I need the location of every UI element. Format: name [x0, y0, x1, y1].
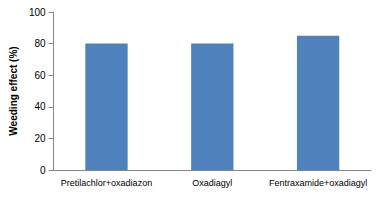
svg-text:Fentraxamide+oxadiagyl: Fentraxamide+oxadiagyl	[269, 178, 367, 188]
svg-text:Pretilachlor+oxadiazon: Pretilachlor+oxadiazon	[61, 178, 152, 188]
svg-text:20: 20	[34, 133, 46, 144]
svg-text:100: 100	[29, 7, 46, 18]
svg-text:80: 80	[34, 38, 46, 49]
svg-text:Weeding effect (%): Weeding effect (%)	[8, 46, 19, 135]
svg-text:40: 40	[34, 101, 46, 112]
svg-text:0: 0	[40, 165, 46, 176]
svg-text:60: 60	[34, 70, 46, 81]
svg-text:Oxadiagyl: Oxadiagyl	[192, 178, 232, 188]
